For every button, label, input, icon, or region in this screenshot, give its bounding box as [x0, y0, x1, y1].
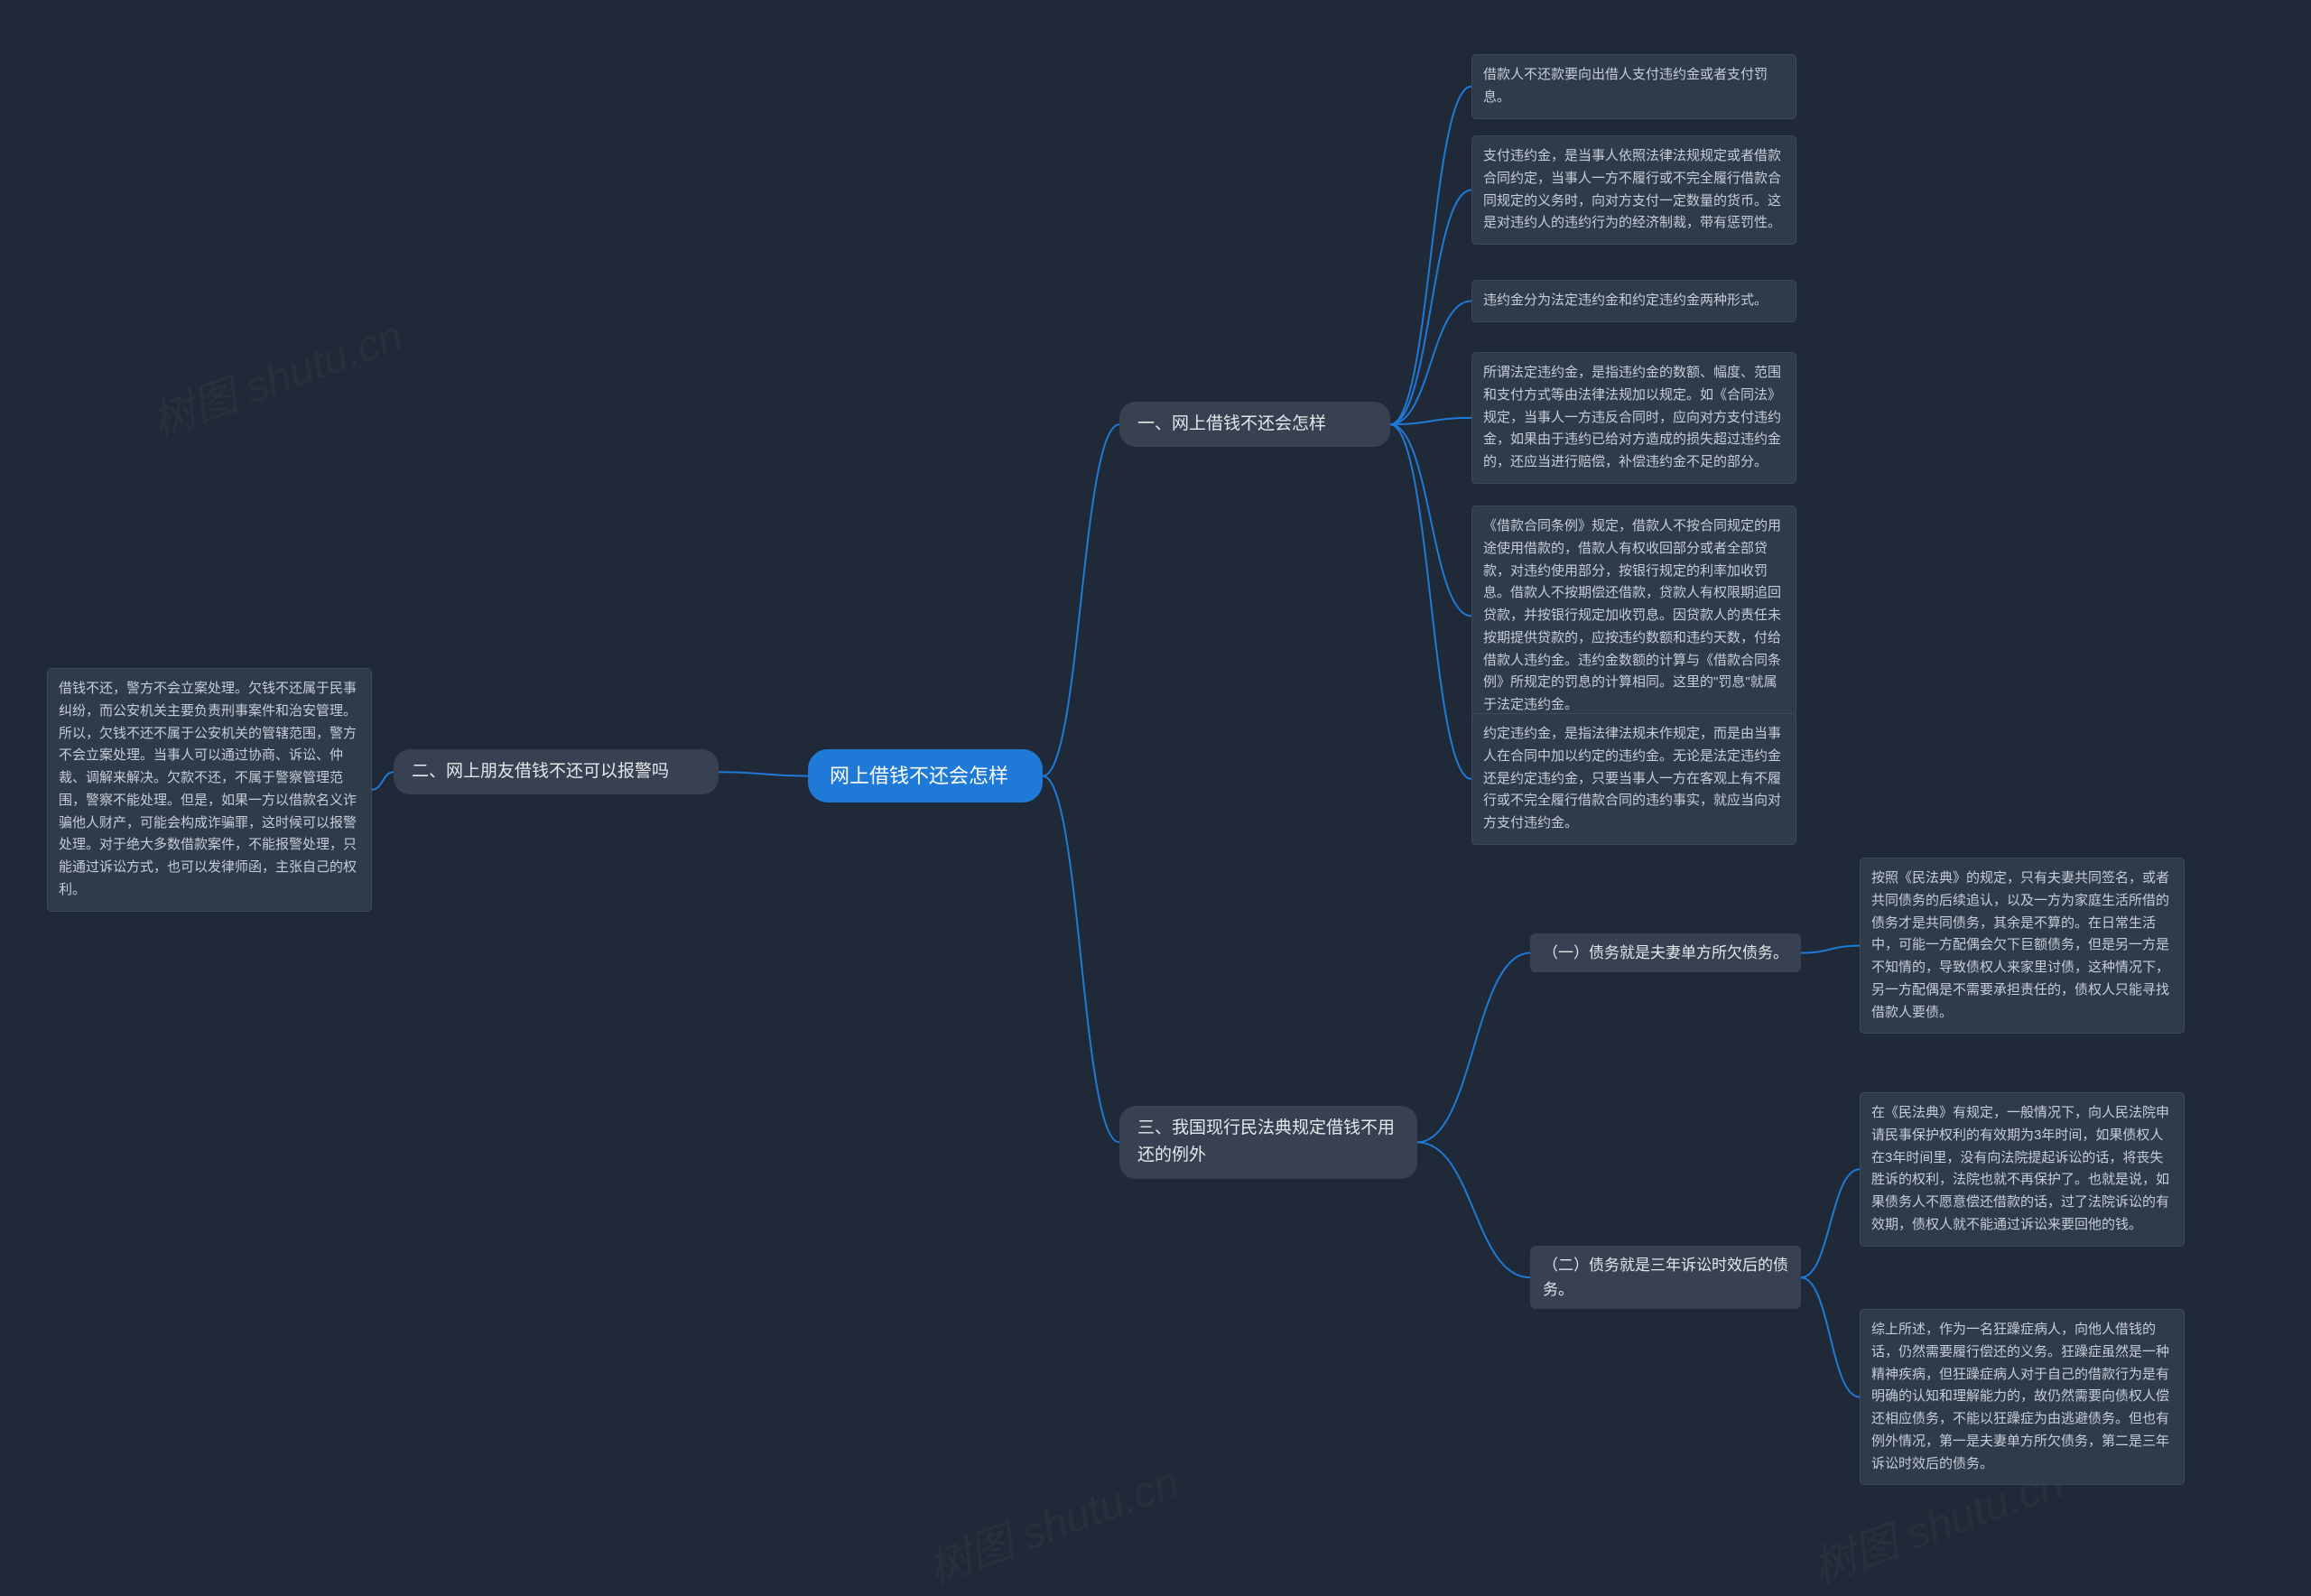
edge [1417, 953, 1530, 1143]
node-text: （一）债务就是夫妻单方所欠债务。 [1543, 944, 1788, 961]
mindmap-node-s1b: 支付违约金，是当事人依照法律法规规定或者借款合同约定，当事人一方不履行或不完全履… [1471, 135, 1796, 245]
edge [1390, 418, 1471, 424]
mindmap-node-s1f: 约定违约金，是指法律法规未作规定，而是由当事人在合同中加以约定的违约金。无论是法… [1471, 713, 1796, 845]
watermark: 树图 shutu.cn [918, 1446, 1186, 1595]
node-text: 借钱不还，警方不会立案处理。欠钱不还属于民事纠纷，而公安机关主要负责刑事案件和治… [59, 681, 357, 897]
node-text: 约定违约金，是指法律法规未作规定，而是由当事人在合同中加以约定的违约金。无论是法… [1483, 726, 1781, 830]
watermark: 树图 shutu.cn [142, 300, 410, 449]
mindmap-node-s1e: 《借款合同条例》规定，借款人不按合同规定的用途使用借款的，借款人有权收回部分或者… [1471, 506, 1796, 727]
node-text: 三、我国现行民法典规定借钱不用还的例外 [1137, 1118, 1395, 1165]
mindmap-node-s3a1: 按照《民法典》的规定，只有夫妻共同签名，或者共同债务的后续追认，以及一方为家庭生… [1860, 858, 2185, 1034]
mindmap-node-sec2leaf: 借钱不还，警方不会立案处理。欠钱不还属于民事纠纷，而公安机关主要负责刑事案件和治… [47, 668, 372, 912]
mindmap-node-s1d: 所谓法定违约金，是指违约金的数额、幅度、范围和支付方式等由法律法规加以规定。如《… [1471, 352, 1796, 484]
edge [1043, 776, 1119, 1143]
edge [1390, 424, 1471, 616]
edge [719, 772, 808, 775]
edge [1801, 946, 1860, 953]
mindmap-node-s3a: （一）债务就是夫妻单方所欠债务。 [1530, 933, 1801, 972]
mindmap-node-sec1: 一、网上借钱不还会怎样 [1119, 402, 1390, 447]
mindmap-node-s1c: 违约金分为法定违约金和约定违约金两种形式。 [1471, 280, 1796, 322]
node-text: 违约金分为法定违约金和约定违约金两种形式。 [1483, 292, 1768, 308]
edge [1043, 424, 1119, 775]
mindmap-node-root: 网上借钱不还会怎样 [808, 749, 1043, 803]
node-text: 按照《民法典》的规定，只有夫妻共同签名，或者共同债务的后续追认，以及一方为家庭生… [1871, 870, 2169, 1020]
mindmap-node-sec3: 三、我国现行民法典规定借钱不用还的例外 [1119, 1106, 1417, 1179]
edge [1390, 87, 1471, 424]
node-text: 综上所述，作为一名狂躁症病人，向他人借钱的话，仍然需要履行偿还的义务。狂躁症虽然… [1871, 1322, 2169, 1471]
node-text: 借款人不还款要向出借人支付违约金或者支付罚息。 [1483, 67, 1768, 105]
node-text: 《借款合同条例》规定，借款人不按合同规定的用途使用借款的，借款人有权收回部分或者… [1483, 518, 1781, 712]
node-text: （二）债务就是三年诉讼时效后的债务。 [1543, 1257, 1788, 1298]
mindmap-node-s3b1: 在《民法典》有规定，一般情况下，向人民法院申请民事保护权利的有效期为3年时间，如… [1860, 1092, 2185, 1247]
node-text: 网上借钱不还会怎样 [830, 765, 1008, 787]
node-text: 在《民法典》有规定，一般情况下，向人民法院申请民事保护权利的有效期为3年时间，如… [1871, 1105, 2169, 1232]
edge [1390, 424, 1471, 779]
mindmap-node-s3b: （二）债务就是三年诉讼时效后的债务。 [1530, 1246, 1801, 1309]
mindmap-node-s1a: 借款人不还款要向出借人支付违约金或者支付罚息。 [1471, 54, 1796, 119]
node-text: 所谓法定违约金，是指违约金的数额、幅度、范围和支付方式等由法律法规加以规定。如《… [1483, 365, 1781, 469]
edge [1390, 301, 1471, 424]
node-text: 二、网上朋友借钱不还可以报警吗 [412, 762, 669, 781]
node-text: 支付违约金，是当事人依照法律法规规定或者借款合同约定，当事人一方不履行或不完全履… [1483, 148, 1781, 230]
edge [372, 772, 394, 790]
edge [1801, 1169, 1860, 1277]
edge [1390, 190, 1471, 425]
mindmap-node-sec2: 二、网上朋友借钱不还可以报警吗 [394, 749, 719, 794]
edge [1801, 1277, 1860, 1396]
node-text: 一、网上借钱不还会怎样 [1137, 414, 1326, 433]
edge [1417, 1142, 1530, 1277]
mindmap-node-s3b2: 综上所述，作为一名狂躁症病人，向他人借钱的话，仍然需要履行偿还的义务。狂躁症虽然… [1860, 1309, 2185, 1485]
